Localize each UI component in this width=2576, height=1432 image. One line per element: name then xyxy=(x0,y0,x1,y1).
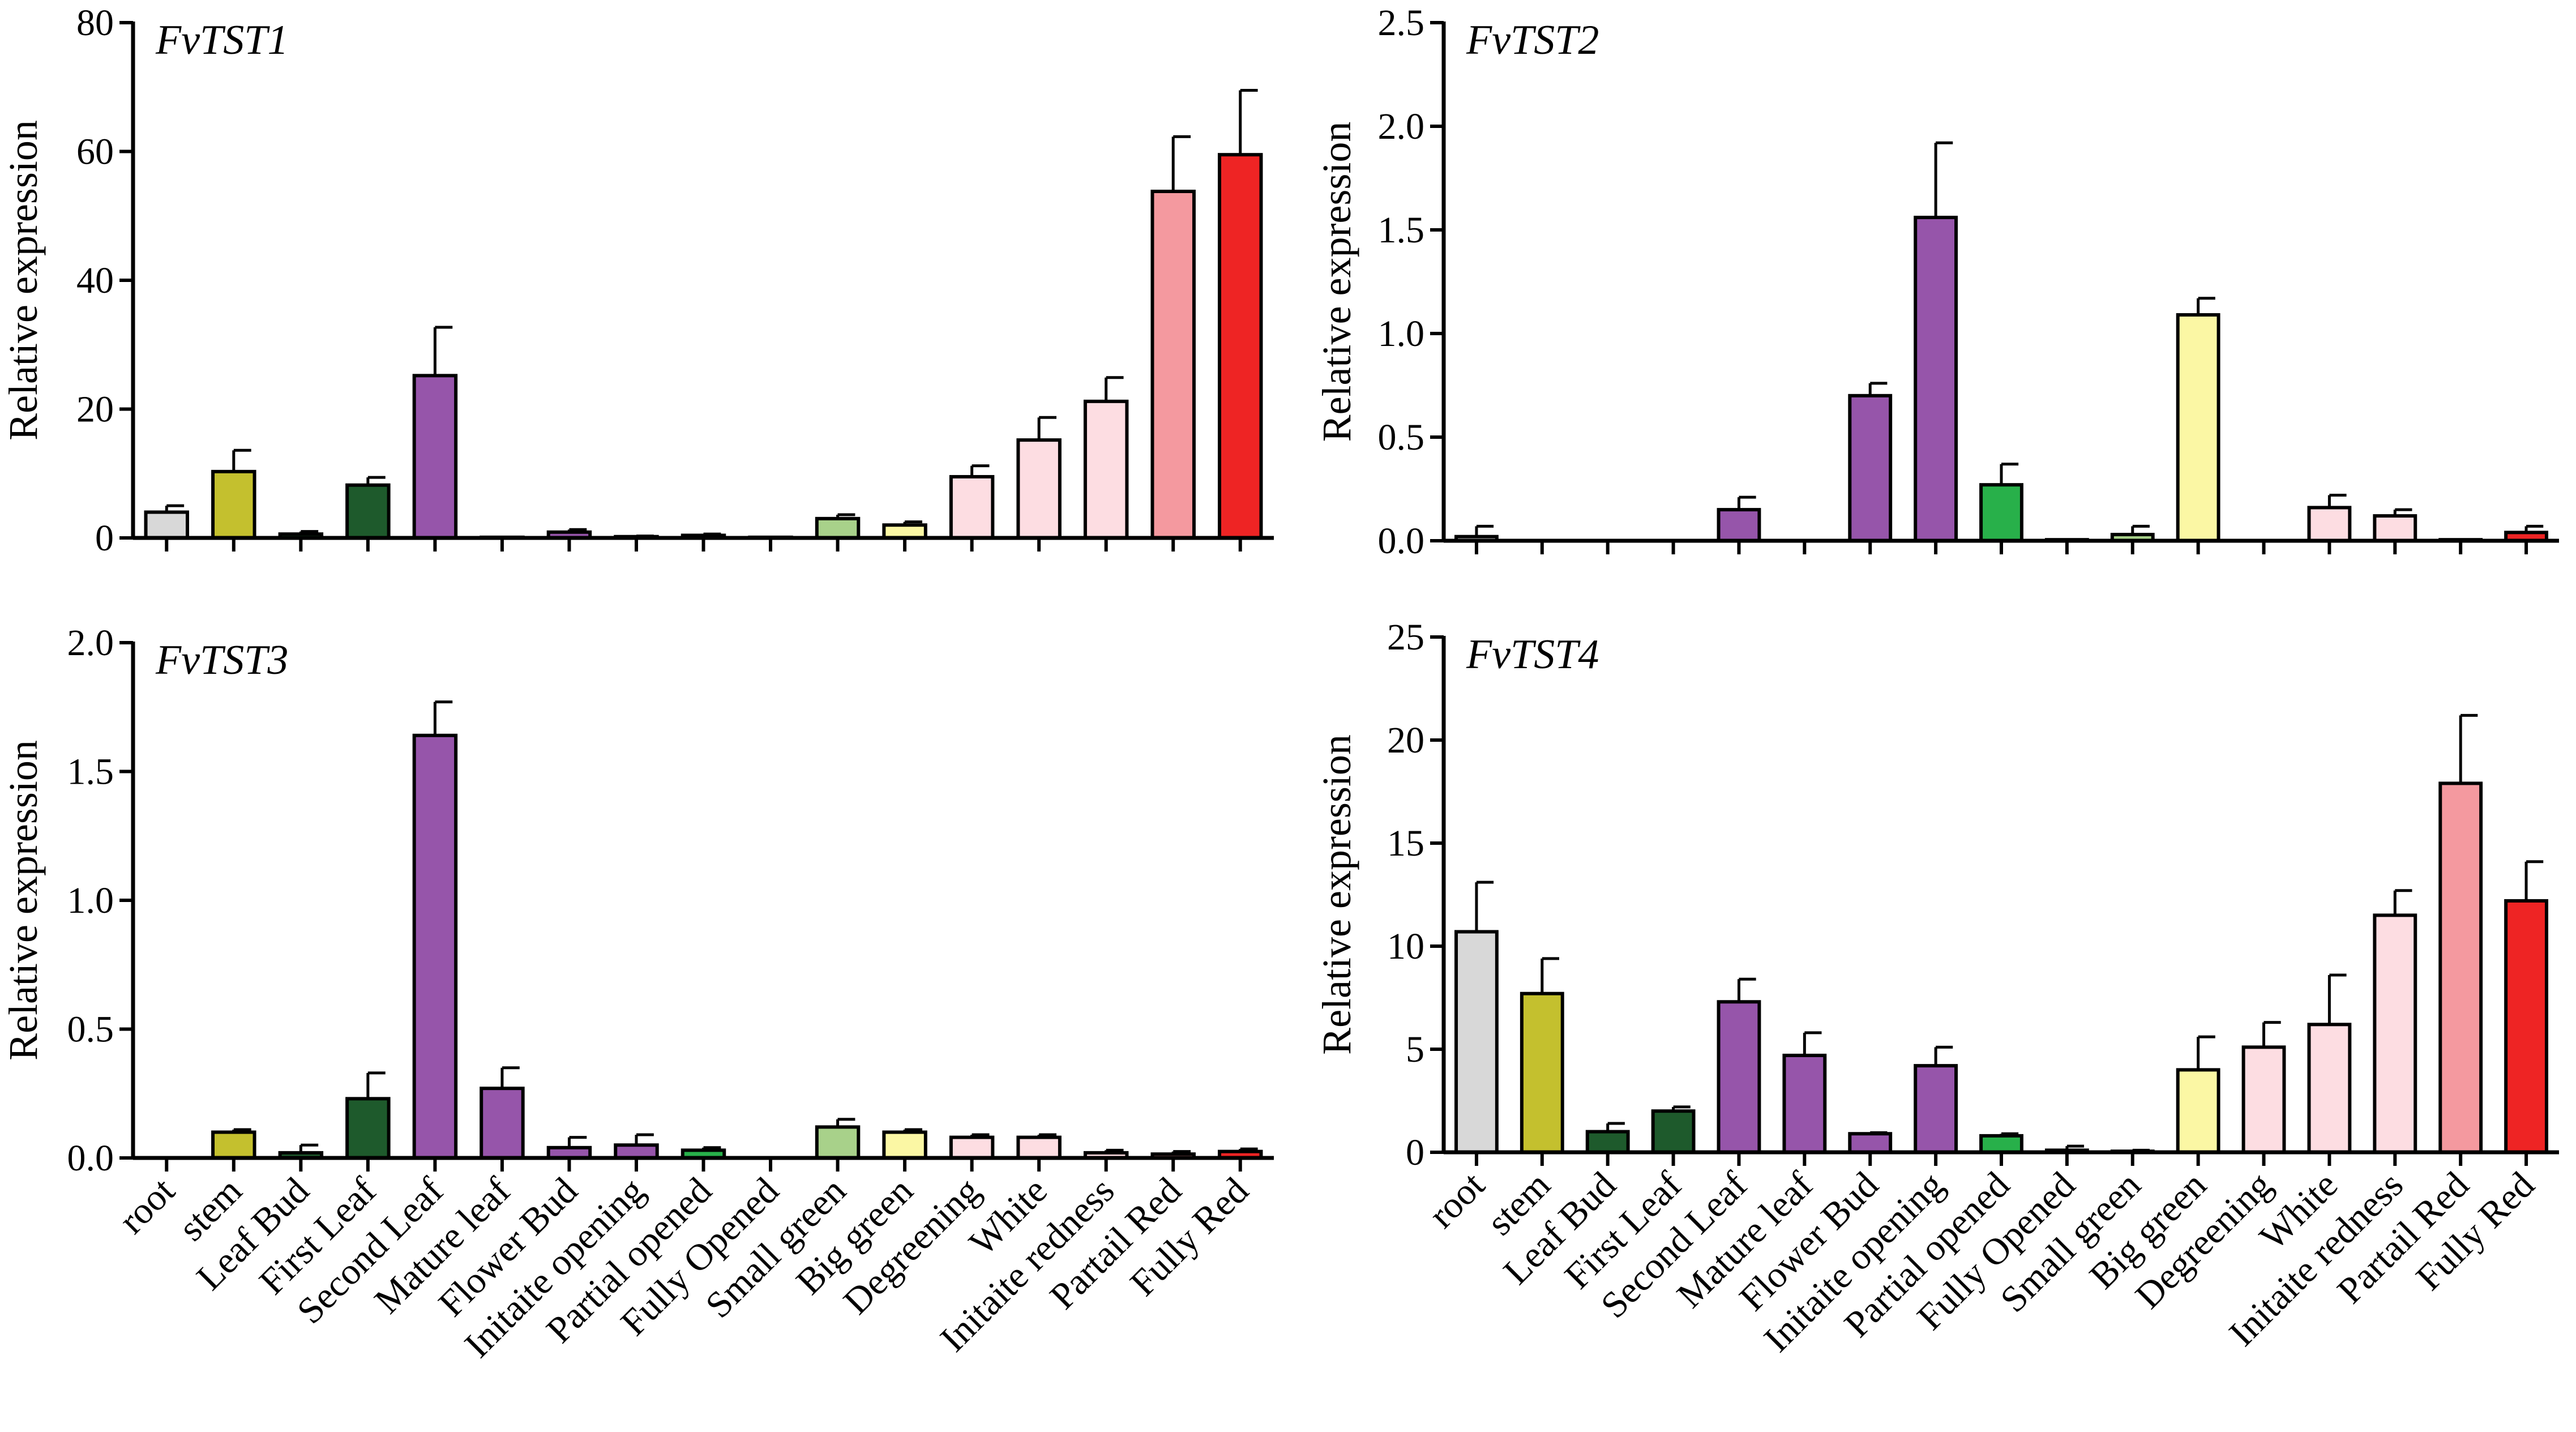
y-tick-label: 1.0 xyxy=(67,880,114,921)
y-tick-label: 80 xyxy=(76,2,114,44)
y-tick-label: 0 xyxy=(95,518,114,559)
bar-first-leaf xyxy=(345,1097,391,1160)
panel-title: FvTST1 xyxy=(155,17,288,63)
bar-stem xyxy=(211,1130,256,1160)
bar-white xyxy=(1016,438,1062,540)
y-axis-label: Relative expression xyxy=(1,120,46,441)
y-tick-label: 0.5 xyxy=(1378,417,1425,458)
panel-fvtst1: 0 20 40 60 80 FvTST1 Relative expression xyxy=(1,2,1274,559)
bar-big-green xyxy=(2176,1068,2220,1155)
bar-partail-red xyxy=(2438,781,2483,1154)
bar-initaite-opening xyxy=(1914,1064,1958,1154)
y-tick-label: 0.0 xyxy=(67,1138,114,1179)
y-axis-label: Relative expression xyxy=(1314,122,1359,442)
bar-fully-red xyxy=(1217,153,1263,540)
panel-title: FvTST2 xyxy=(1466,17,1599,63)
y-tick-label: 15 xyxy=(1387,823,1424,864)
y-tick-label: 1.5 xyxy=(1378,210,1425,251)
bar-partial-opened xyxy=(1979,1134,2023,1155)
bar-first-leaf xyxy=(345,483,391,540)
y-tick-label: 25 xyxy=(1387,617,1424,658)
bar-small-green xyxy=(815,516,861,540)
bar-initaite-redness xyxy=(2373,514,2417,543)
bar-big-green xyxy=(882,1130,927,1160)
panel-title: FvTST4 xyxy=(1466,631,1599,678)
category-label-root: root xyxy=(111,1170,183,1242)
bar-partial-opened xyxy=(1979,483,2023,542)
bar-initaite-redness xyxy=(2373,913,2417,1155)
y-tick-label: 1.5 xyxy=(67,751,114,793)
bar-partail-red xyxy=(1150,190,1196,540)
bar-white xyxy=(1016,1135,1062,1160)
category-label-root: root xyxy=(1421,1164,1493,1236)
y-tick-label: 20 xyxy=(76,389,114,430)
y-tick-label: 5 xyxy=(1406,1029,1424,1070)
y-tick-label: 0.5 xyxy=(67,1009,114,1050)
bar-flower-bud xyxy=(1848,394,1893,542)
panel-title: FvTST3 xyxy=(155,637,288,683)
bar-stem xyxy=(211,469,256,540)
y-tick-label: 40 xyxy=(76,260,114,301)
bar-small-green xyxy=(815,1125,861,1160)
y-tick-label: 2.5 xyxy=(1378,2,1425,44)
y-tick-label: 0 xyxy=(1406,1132,1424,1173)
bar-leaf-bud xyxy=(1585,1130,1630,1154)
y-tick-label: 2.0 xyxy=(67,622,114,664)
bar-fully-red xyxy=(2504,899,2548,1155)
bar-first-leaf xyxy=(1651,1109,1696,1154)
bar-second-leaf xyxy=(412,733,458,1160)
bar-root xyxy=(1454,930,1499,1155)
bar-degreening xyxy=(2241,1045,2286,1154)
bar-second-leaf xyxy=(412,374,458,540)
bar-white xyxy=(2307,506,2352,543)
bar-stem xyxy=(1520,991,1564,1154)
bar-mature-leaf xyxy=(480,1087,525,1160)
y-tick-label: 0.0 xyxy=(1378,520,1425,562)
y-axis-label: Relative expression xyxy=(1314,734,1359,1055)
bar-degreening xyxy=(949,1135,995,1160)
bar-root xyxy=(144,510,190,540)
bar-mature-leaf xyxy=(1782,1053,1827,1155)
bar-white xyxy=(2307,1023,2352,1154)
y-axis-label: Relative expression xyxy=(1,740,46,1061)
bar-second-leaf xyxy=(1717,508,1761,542)
bar-big-green xyxy=(2176,313,2220,542)
y-tick-label: 2.0 xyxy=(1378,106,1425,147)
bar-degreening xyxy=(949,475,995,540)
bar-initaite-redness xyxy=(1083,399,1129,540)
bar-initaite-opening xyxy=(1914,216,1958,543)
y-tick-label: 60 xyxy=(76,131,114,173)
bar-second-leaf xyxy=(1717,1000,1761,1155)
y-tick-label: 20 xyxy=(1387,720,1424,761)
bar-flower-bud xyxy=(1848,1132,1893,1154)
y-tick-label: 1.0 xyxy=(1378,313,1425,354)
y-tick-label: 10 xyxy=(1387,926,1424,967)
panel-fvtst2: 0.0 0.5 1.0 1.5 2.0 2.5 FvTST2 Relative express… xyxy=(1314,2,2559,562)
